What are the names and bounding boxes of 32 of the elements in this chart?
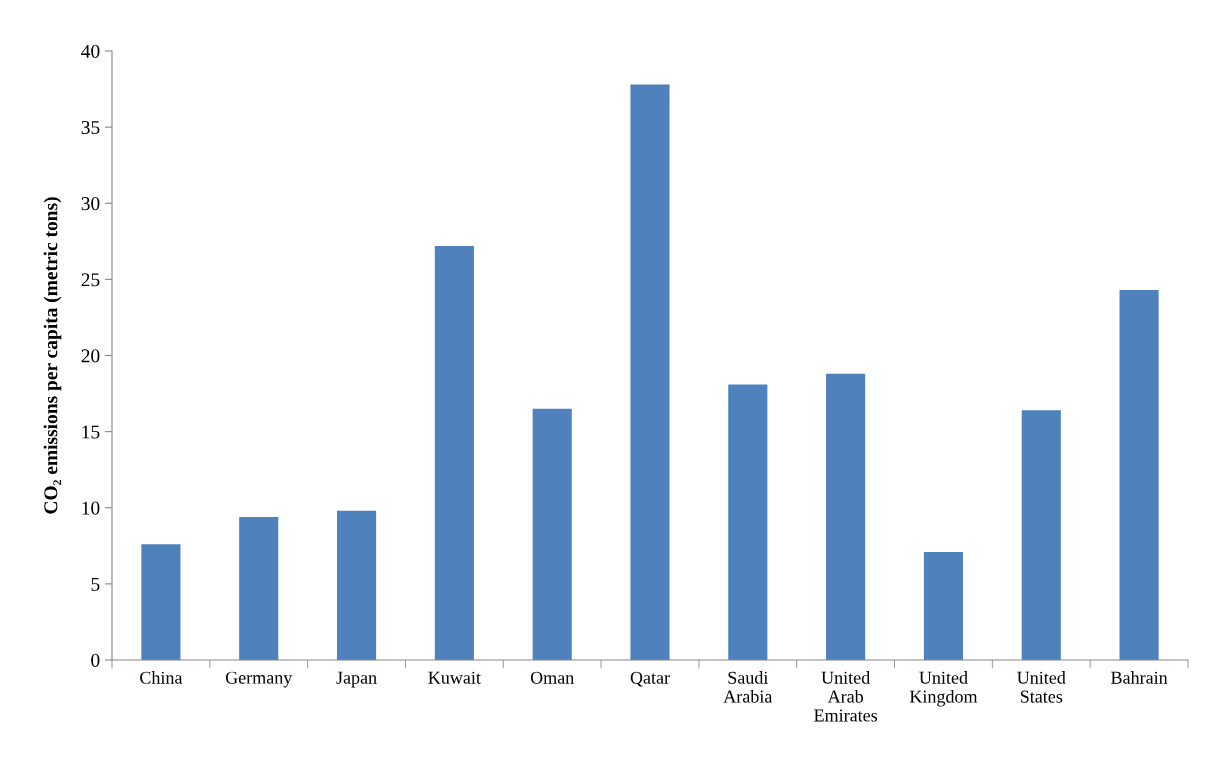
y-tick-label: 25: [81, 273, 100, 287]
y-tick-label: 5: [91, 577, 100, 591]
bar: [239, 516, 279, 660]
x-tick-label: Kuwait: [428, 671, 481, 684]
x-tick-label: China: [140, 671, 183, 684]
y-tick-label: 30: [81, 197, 100, 211]
bar: [336, 510, 377, 660]
x-tick-label: Germany: [225, 671, 293, 688]
x-tick-label: United Arab Emirates: [814, 671, 878, 722]
x-tick-label: Qatar: [630, 671, 670, 687]
y-tick-label: 40: [81, 44, 100, 58]
bar: [434, 245, 474, 660]
y-tick-label: 10: [82, 501, 100, 515]
y-tick-label: 15: [82, 425, 100, 439]
y-tick-label: 0: [91, 653, 100, 667]
bar: [630, 84, 670, 660]
bar: [1119, 290, 1159, 660]
x-tick-label: Japan: [336, 671, 377, 688]
bar: [826, 373, 866, 660]
bar: [1021, 410, 1061, 660]
x-tick-label: Oman: [530, 671, 574, 684]
y-tick-label: 35: [81, 121, 100, 135]
x-tick-label: Bahrain: [1111, 671, 1168, 684]
bar: [532, 408, 572, 660]
y-axis-title: CO₂ emissions per capita (metric tons): [43, 197, 62, 514]
bar: [141, 544, 181, 660]
x-tick-label: Saudi Arabia: [723, 671, 773, 703]
x-tick-label: United Kingdom: [909, 671, 978, 707]
bar: [728, 384, 768, 660]
x-tick-label: United States: [1017, 671, 1066, 703]
bar: [923, 551, 964, 660]
y-tick-label: 20: [81, 349, 100, 363]
